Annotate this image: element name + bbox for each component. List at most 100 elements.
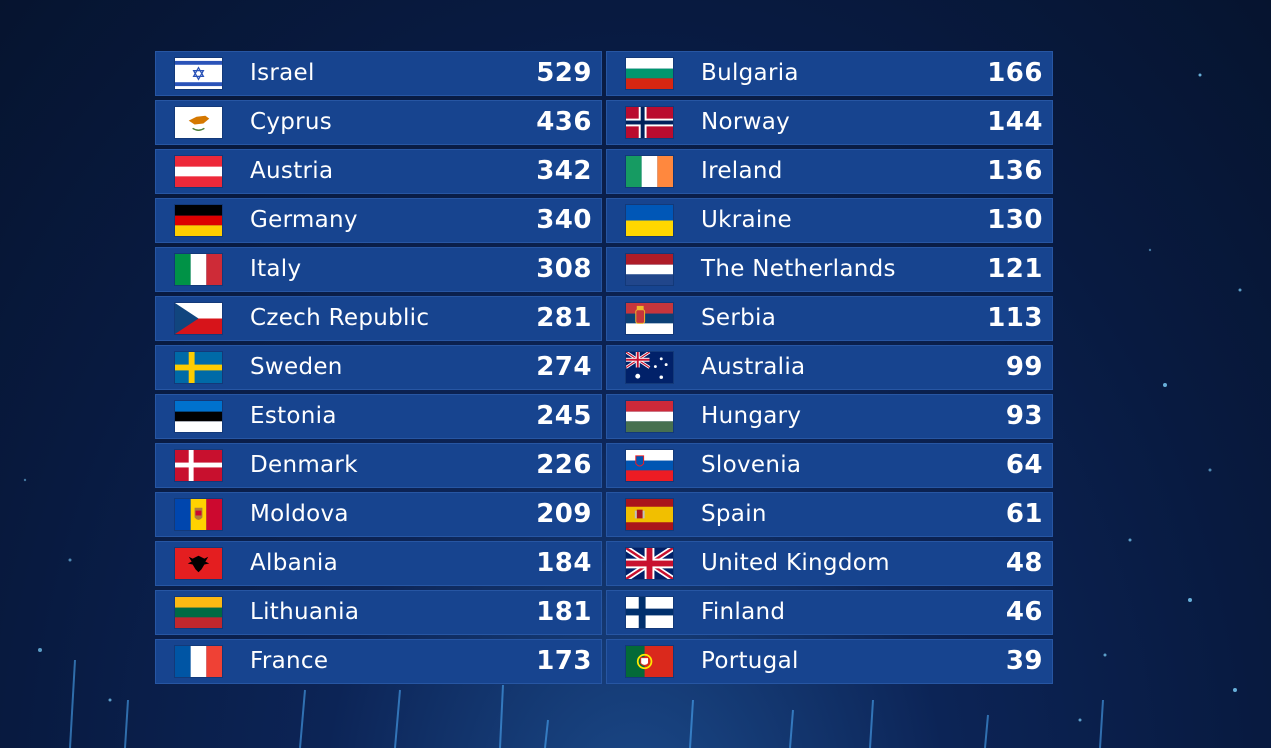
country-name: Cyprus <box>250 109 333 135</box>
country-points: 48 <box>1005 548 1043 578</box>
scoreboard-row: Bulgaria 166 <box>606 51 1053 96</box>
country-name: Denmark <box>250 452 358 478</box>
country-name: Spain <box>701 501 767 527</box>
country-name: Portugal <box>701 648 799 674</box>
scoreboard-row: Lithuania 181 <box>155 590 602 635</box>
scoreboard-row: United Kingdom 48 <box>606 541 1053 586</box>
scoreboard-row: Italy 308 <box>155 247 602 292</box>
scoreboard-row: Spain 61 <box>606 492 1053 537</box>
serbia-flag-icon <box>626 303 673 334</box>
country-name: Italy <box>250 256 302 282</box>
scoreboard-row: Portugal 39 <box>606 639 1053 684</box>
country-name: Austria <box>250 158 334 184</box>
spain-flag-icon <box>626 499 673 530</box>
sweden-flag-icon <box>175 352 222 383</box>
country-name: Lithuania <box>250 599 360 625</box>
country-name: Bulgaria <box>701 60 799 86</box>
country-points: 99 <box>1005 352 1043 382</box>
country-name: France <box>250 648 329 674</box>
country-points: 274 <box>536 352 592 382</box>
cyprus-flag-icon <box>175 107 222 138</box>
bulgaria-flag-icon <box>626 58 673 89</box>
scoreboard-row: Israel 529 <box>155 51 602 96</box>
slovenia-flag-icon <box>626 450 673 481</box>
country-name: Albania <box>250 550 338 576</box>
israel-flag-icon <box>175 58 222 89</box>
scoreboard-row: Ireland 136 <box>606 149 1053 194</box>
country-name: Norway <box>701 109 791 135</box>
country-points: 173 <box>536 646 592 676</box>
country-points: 436 <box>536 107 592 137</box>
austria-flag-icon <box>175 156 222 187</box>
country-points: 93 <box>1005 401 1043 431</box>
scoreboard-row: Austria 342 <box>155 149 602 194</box>
scoreboard-row: Slovenia 64 <box>606 443 1053 488</box>
country-points: 136 <box>987 156 1043 186</box>
scoreboard-row: Serbia 113 <box>606 296 1053 341</box>
scoreboard-row: Albania 184 <box>155 541 602 586</box>
estonia-flag-icon <box>175 401 222 432</box>
country-points: 166 <box>987 58 1043 88</box>
country-points: 245 <box>536 401 592 431</box>
country-points: 226 <box>536 450 592 480</box>
portugal-flag-icon <box>626 646 673 677</box>
scoreboard-row: Australia 99 <box>606 345 1053 390</box>
albania-flag-icon <box>175 548 222 579</box>
country-points: 281 <box>536 303 592 333</box>
lithuania-flag-icon <box>175 597 222 628</box>
country-name: United Kingdom <box>701 550 890 576</box>
scoreboard-row: Finland 46 <box>606 590 1053 635</box>
scoreboard-row: Sweden 274 <box>155 345 602 390</box>
country-points: 130 <box>987 205 1043 235</box>
country-name: Estonia <box>250 403 337 429</box>
scoreboard-row: France 173 <box>155 639 602 684</box>
ireland-flag-icon <box>626 156 673 187</box>
scoreboard-row: Czech Republic 281 <box>155 296 602 341</box>
country-name: Slovenia <box>701 452 802 478</box>
scoreboard-row: Denmark 226 <box>155 443 602 488</box>
country-name: Sweden <box>250 354 343 380</box>
scoreboard-row: Norway 144 <box>606 100 1053 145</box>
scoreboard-row: Moldova 209 <box>155 492 602 537</box>
ukraine-flag-icon <box>626 205 673 236</box>
country-name: Australia <box>701 354 806 380</box>
country-points: 181 <box>536 597 592 627</box>
country-points: 342 <box>536 156 592 186</box>
country-name: The Netherlands <box>701 256 896 282</box>
scoreboard: Israel 529 Bulgaria 166 Cyprus 436 Norway 14… <box>155 51 1053 688</box>
country-name: Moldova <box>250 501 349 527</box>
country-points: 121 <box>987 254 1043 284</box>
country-name: Finland <box>701 599 786 625</box>
country-points: 308 <box>536 254 592 284</box>
france-flag-icon <box>175 646 222 677</box>
country-points: 64 <box>1005 450 1043 480</box>
italy-flag-icon <box>175 254 222 285</box>
country-name: Germany <box>250 207 358 233</box>
scoreboard-row: Ukraine 130 <box>606 198 1053 243</box>
country-name: Israel <box>250 60 315 86</box>
finland-flag-icon <box>626 597 673 628</box>
country-points: 39 <box>1005 646 1043 676</box>
country-name: Hungary <box>701 403 802 429</box>
uk-flag-icon <box>626 548 673 579</box>
country-points: 61 <box>1005 499 1043 529</box>
scoreboard-row: Estonia 245 <box>155 394 602 439</box>
country-name: Serbia <box>701 305 777 331</box>
scoreboard-row: Hungary 93 <box>606 394 1053 439</box>
czech-flag-icon <box>175 303 222 334</box>
country-points: 340 <box>536 205 592 235</box>
denmark-flag-icon <box>175 450 222 481</box>
country-name: Ukraine <box>701 207 792 233</box>
australia-flag-icon <box>626 352 673 383</box>
country-points: 46 <box>1005 597 1043 627</box>
country-points: 209 <box>536 499 592 529</box>
country-points: 113 <box>987 303 1043 333</box>
germany-flag-icon <box>175 205 222 236</box>
country-name: Czech Republic <box>250 305 430 331</box>
country-points: 529 <box>536 58 592 88</box>
hungary-flag-icon <box>626 401 673 432</box>
netherlands-flag-icon <box>626 254 673 285</box>
scoreboard-row: Cyprus 436 <box>155 100 602 145</box>
country-points: 184 <box>536 548 592 578</box>
moldova-flag-icon <box>175 499 222 530</box>
